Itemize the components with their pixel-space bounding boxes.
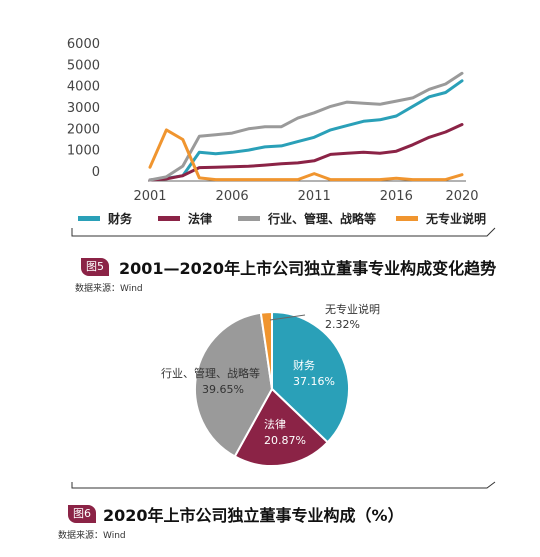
legend-swatch-finance [78,216,100,221]
legend-item-finance: 财务 [78,210,132,227]
legend-swatch-industry [238,216,260,221]
series-line-0 [148,79,464,182]
slice-value-finance: 37.16% [293,375,335,388]
source-1: 数据来源：Wind [75,284,143,294]
legend: 财务 法律 行业、管理、战略等 无专业说明 [78,210,508,226]
y-tick-label: 0 [92,165,100,180]
y-tick-label: 6000 [67,37,100,52]
series-line-2 [148,71,464,182]
chart-title-2: 2020年上市公司独立董事专业构成（%） [103,506,404,525]
line-series [148,71,464,182]
legend-item-none: 无专业说明 [396,210,486,227]
source-2: 数据来源：Wind [58,531,126,541]
series-line-3 [148,128,464,182]
x-tick-label: 2001 [133,189,166,204]
pie-slices [194,310,350,467]
figure-badge-6: 图6 [68,505,96,523]
legend-label-none: 无专业说明 [426,212,487,226]
x-tick-label: 2011 [298,189,331,204]
slice-label-industry: 行业、管理、战略等 [161,366,260,380]
figure-badge-5: 图5 [81,258,109,276]
x-axis-ticks: 2001 2006 2011 2016 2020 [133,189,478,204]
slice-label-none: 无专业说明 [325,302,380,316]
chart-title-1: 2001—2020年上市公司独立董事专业构成变化趋势 [119,259,497,278]
pie-slice-2 [194,311,274,458]
slice-value-none: 2.32% [325,318,360,331]
legend-swatch-legal [158,216,180,221]
y-tick-label: 5000 [67,58,100,73]
series-line-1 [148,123,464,182]
pie-slice-0 [271,310,350,444]
x-tick-label: 2020 [445,189,478,204]
legend-item-industry: 行业、管理、战略等 [238,210,376,227]
legend-item-legal: 法律 [158,210,212,227]
y-tick-label: 4000 [67,80,100,95]
divider-bracket [71,227,496,237]
legend-swatch-none [396,216,418,221]
pie-slice-3 [259,310,273,390]
slice-value-legal: 20.87% [264,434,306,447]
slice-value-industry: 39.65% [202,383,244,396]
y-tick-label: 3000 [67,101,100,116]
y-tick-label: 2000 [67,122,100,137]
x-tick-label: 2016 [380,189,413,204]
legend-label-legal: 法律 [188,212,213,226]
pie-chart: 无专业说明 2.32% 行业、管理、战略等 39.65% 财务 37.16% 法… [161,302,380,467]
divider-bracket-2 [71,481,496,489]
x-tick-label: 2006 [216,189,249,204]
y-tick-label: 1000 [67,144,100,159]
legend-label-industry: 行业、管理、战略等 [268,212,377,226]
slice-label-finance: 财务 [293,358,315,372]
legend-label-finance: 财务 [108,212,133,226]
y-axis-ticks: 6000 5000 4000 3000 2000 1000 0 [67,37,100,180]
slice-label-legal: 法律 [264,417,286,431]
pie-slice-1 [233,387,330,467]
leader-line-none [269,314,306,321]
